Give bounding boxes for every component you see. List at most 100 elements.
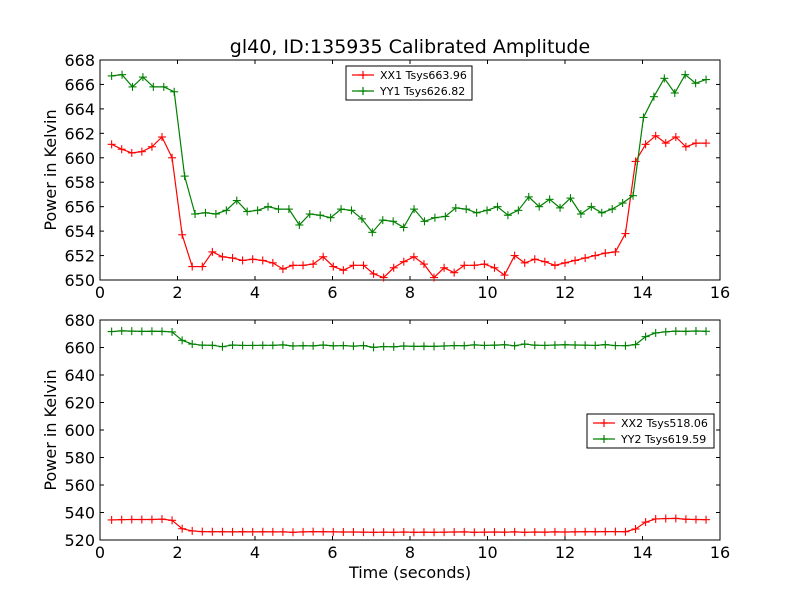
data-point — [410, 205, 419, 214]
data-point — [661, 514, 670, 523]
data-point — [369, 269, 378, 278]
data-point — [178, 336, 187, 345]
data-point — [430, 213, 439, 222]
data-point — [347, 206, 356, 215]
data-point — [218, 527, 227, 536]
legend-box — [586, 413, 715, 449]
data-point — [238, 341, 247, 350]
data-point — [128, 82, 137, 91]
data-point — [258, 341, 267, 350]
data-point — [681, 70, 690, 79]
data-point — [460, 261, 469, 270]
data-point — [581, 341, 590, 350]
data-point — [440, 263, 449, 272]
y-tick-label: 650 — [64, 271, 95, 290]
y-tick-label: 656 — [64, 198, 95, 217]
data-point — [591, 527, 600, 536]
data-point — [480, 341, 489, 350]
data-point — [621, 229, 630, 238]
series-2 — [107, 326, 711, 352]
data-point — [550, 341, 559, 350]
data-point — [222, 206, 231, 215]
data-point — [378, 216, 387, 225]
data-point — [450, 528, 459, 537]
data-point — [681, 515, 690, 524]
data-point — [702, 75, 711, 84]
data-point — [299, 261, 308, 270]
data-point — [117, 515, 126, 524]
data-point — [188, 340, 197, 349]
data-point — [168, 327, 177, 336]
data-point — [253, 206, 262, 215]
bottom-plot: 0 2 4 6 8 10 12 14 16 520 540 560 580 600 620 640 660 680… — [41, 311, 730, 562]
data-point — [691, 139, 700, 148]
data-point — [420, 217, 429, 226]
data-point — [248, 255, 257, 264]
data-point — [274, 205, 283, 214]
y-tick-label: 560 — [64, 476, 95, 495]
data-point — [149, 82, 158, 91]
y-tick-label: 664 — [64, 100, 95, 119]
data-point — [571, 256, 580, 265]
data-point — [147, 327, 156, 336]
data-point — [601, 527, 610, 536]
data-point — [611, 341, 620, 350]
data-point — [631, 340, 640, 349]
data-point — [379, 528, 388, 537]
data-point — [587, 202, 596, 211]
data-point — [561, 258, 569, 267]
data-point — [691, 79, 700, 88]
data-point — [379, 342, 388, 351]
data-point — [288, 341, 297, 350]
y-tick-label: 662 — [64, 124, 95, 143]
data-point — [228, 254, 237, 262]
data-point — [503, 211, 512, 220]
data-point — [641, 332, 650, 341]
data-point — [329, 262, 338, 271]
data-point — [208, 527, 217, 536]
data-point — [208, 341, 217, 350]
data-point — [309, 527, 318, 536]
data-point — [264, 202, 273, 211]
data-point — [243, 207, 252, 216]
x-tick-label: 12 — [555, 283, 575, 302]
data-point — [278, 527, 287, 536]
x-tick-label: 12 — [555, 543, 575, 562]
data-point — [117, 326, 126, 335]
data-point — [258, 527, 267, 536]
data-point — [168, 516, 177, 525]
data-point — [661, 327, 670, 336]
data-point — [107, 515, 116, 524]
data-point — [268, 258, 277, 267]
data-point — [524, 192, 533, 201]
data-point — [228, 341, 237, 350]
chart-title: gl40, ID:135935 Calibrated Amplitude — [230, 36, 590, 58]
data-point — [178, 524, 187, 533]
data-point — [339, 341, 348, 350]
data-point — [540, 341, 549, 350]
data-point — [191, 210, 200, 218]
data-point — [419, 260, 428, 269]
data-point — [510, 251, 519, 260]
x-tick-label: 6 — [327, 543, 337, 562]
data-point — [702, 515, 711, 524]
data-point — [472, 208, 481, 217]
data-point — [490, 263, 499, 272]
data-point — [621, 527, 630, 536]
data-point — [629, 191, 638, 200]
data-point — [556, 203, 565, 212]
data-point — [530, 528, 539, 537]
data-point — [601, 249, 610, 258]
data-point — [180, 172, 189, 181]
data-point — [299, 341, 308, 350]
data-point — [462, 205, 471, 214]
data-point — [545, 195, 554, 204]
data-point — [218, 342, 227, 351]
legend-entry: YY1 Tsys626.82 — [352, 85, 465, 98]
y-axis-label: Power in Kelvin — [41, 369, 60, 490]
data-point — [618, 199, 627, 207]
legend-label: YY2 Tsys619.59 — [620, 433, 706, 446]
x-tick-label: 14 — [632, 283, 652, 302]
data-point — [369, 528, 378, 537]
data-point — [651, 328, 660, 337]
